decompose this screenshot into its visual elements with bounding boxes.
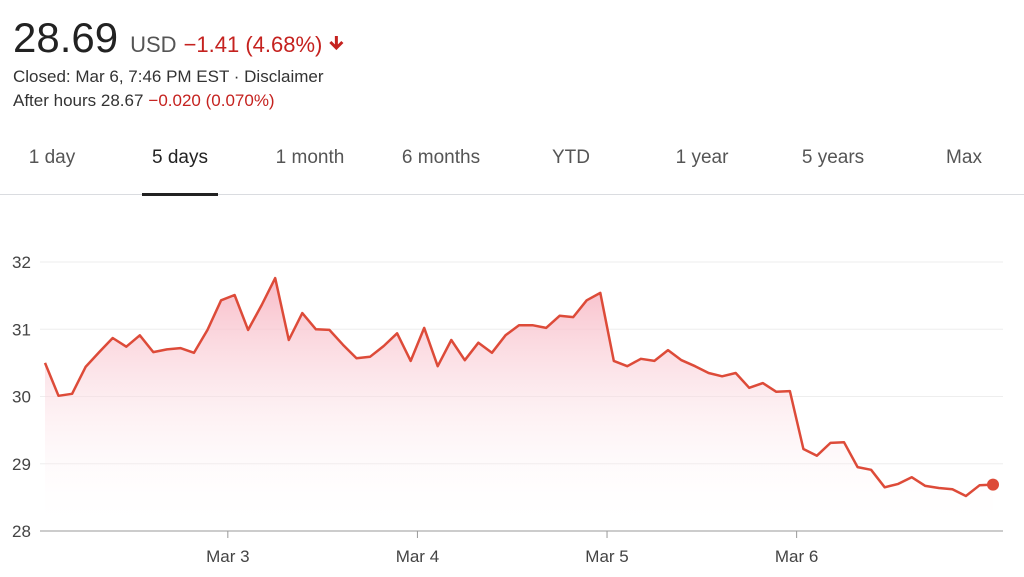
market-status: Closed: Mar 6, 7:46 PM EST · Disclaimer: [13, 67, 324, 86]
down-arrow: [329, 36, 344, 51]
after-hours-change: −0.020 (0.070%): [148, 91, 274, 110]
x-tick-label: Mar 5: [585, 547, 628, 566]
tab[interactable]: 5 days: [152, 147, 208, 168]
tab[interactable]: 5 years: [802, 147, 864, 168]
x-tick-label: Mar 6: [775, 547, 818, 566]
tab[interactable]: 1 day: [29, 147, 76, 168]
last-point: [987, 478, 999, 491]
tab[interactable]: 1 month: [276, 147, 345, 168]
y-tick-label: 31: [12, 320, 31, 339]
currency: USD: [130, 32, 176, 57]
x-tick-label: Mar 4: [396, 547, 439, 566]
tab[interactable]: 6 months: [402, 147, 480, 168]
tab[interactable]: 1 year: [676, 147, 729, 168]
tab[interactable]: YTD: [552, 147, 590, 168]
price-line: [43, 276, 994, 498]
tab[interactable]: Max: [946, 147, 982, 168]
price: 28.69: [13, 14, 118, 61]
y-tick-label: 29: [12, 455, 31, 474]
y-tick-label: 32: [12, 253, 31, 272]
y-tick-label: 28: [12, 522, 31, 541]
y-tick-label: 30: [12, 388, 31, 407]
x-tick-label: Mar 3: [206, 547, 249, 566]
area: [45, 278, 993, 531]
price-change: −1.41 (4.68%): [184, 32, 323, 57]
tab-underline: [142, 193, 218, 196]
after-hours: After hours 28.67: [13, 91, 143, 110]
